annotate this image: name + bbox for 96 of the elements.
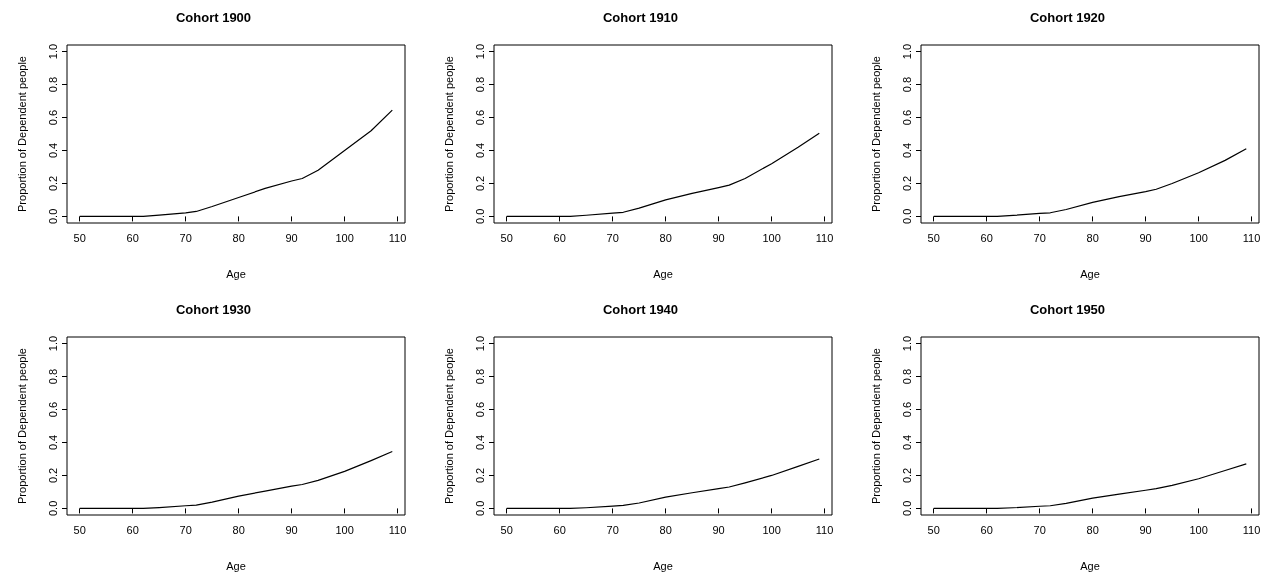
y-tick-label: 1.0: [900, 43, 913, 60]
y-tick-label: 1.0: [900, 335, 913, 352]
x-tick-label: 90: [1139, 523, 1152, 536]
x-tick-label: 90: [285, 523, 298, 536]
x-tick-label: 50: [927, 231, 940, 244]
x-tick-label: 100: [335, 231, 354, 244]
x-tick-label: 100: [762, 231, 781, 244]
x-axis-title: Age: [1080, 267, 1100, 280]
x-tick-label: 80: [659, 231, 672, 244]
x-tick-label: 100: [1189, 523, 1208, 536]
y-tick-label: 0.2: [46, 175, 59, 192]
x-tick-label: 60: [980, 523, 993, 536]
y-axis-title: Proportion of Dependent people: [15, 56, 28, 212]
x-tick-label: 80: [232, 523, 245, 536]
y-tick-label: 0.4: [900, 434, 913, 451]
x-tick-label: 80: [659, 523, 672, 536]
y-tick-label: 0.2: [473, 467, 486, 484]
x-tick-label: 70: [1033, 523, 1046, 536]
x-tick-label: 110: [388, 231, 407, 244]
y-axis-title: Proportion of Dependent people: [869, 348, 882, 504]
x-tick-label: 70: [606, 231, 619, 244]
y-tick-label: 0.0: [900, 500, 913, 517]
y-tick-label: 0.6: [473, 401, 486, 418]
y-tick-label: 0.4: [900, 142, 913, 159]
x-axis-title: Age: [653, 267, 673, 280]
x-tick-label: 50: [927, 523, 940, 536]
y-tick-label: 0.8: [473, 368, 486, 385]
y-tick-label: 1.0: [46, 43, 59, 60]
y-tick-label: 0.0: [473, 208, 486, 225]
x-tick-label: 80: [1086, 231, 1099, 244]
y-tick-label: 0.6: [46, 401, 59, 418]
x-axis-title: Age: [1080, 559, 1100, 572]
chart-title: Cohort 1930: [175, 302, 252, 317]
y-tick-label: 0.6: [473, 109, 486, 126]
x-tick-label: 110: [815, 231, 834, 244]
y-tick-label: 0.8: [900, 76, 913, 93]
y-tick-label: 0.4: [473, 142, 486, 159]
x-axis-title: Age: [226, 559, 246, 572]
x-tick-label: 110: [1242, 231, 1261, 244]
x-tick-label: 70: [179, 523, 192, 536]
y-tick-label: 0.0: [46, 208, 59, 225]
x-tick-label: 90: [712, 231, 725, 244]
x-tick-label: 110: [815, 523, 834, 536]
y-tick-label: 0.2: [900, 467, 913, 484]
x-tick-label: 110: [388, 523, 407, 536]
x-tick-label: 70: [1033, 231, 1046, 244]
y-tick-label: 0.6: [900, 109, 913, 126]
y-tick-label: 0.0: [473, 500, 486, 517]
y-tick-label: 1.0: [473, 43, 486, 60]
x-axis-title: Age: [226, 267, 246, 280]
x-tick-label: 80: [232, 231, 245, 244]
chart-title: Cohort 1920: [1029, 10, 1106, 25]
y-tick-label: 0.8: [900, 368, 913, 385]
y-tick-label: 0.0: [46, 500, 59, 517]
y-tick-label: 0.2: [473, 175, 486, 192]
x-tick-label: 90: [285, 231, 298, 244]
x-tick-label: 60: [126, 231, 139, 244]
y-axis-title: Proportion of Dependent people: [15, 348, 28, 504]
chart-title: Cohort 1910: [602, 10, 679, 25]
x-tick-label: 60: [553, 523, 566, 536]
x-tick-label: 100: [335, 523, 354, 536]
y-tick-label: 0.8: [46, 76, 59, 93]
y-tick-label: 0.2: [900, 175, 913, 192]
y-axis-title: Proportion of Dependent people: [442, 348, 455, 504]
y-tick-label: 0.6: [900, 401, 913, 418]
y-tick-label: 0.8: [46, 368, 59, 385]
y-tick-label: 0.6: [46, 109, 59, 126]
x-tick-label: 90: [1139, 231, 1152, 244]
y-axis-title: Proportion of Dependent people: [869, 56, 882, 212]
x-tick-label: 110: [1242, 523, 1261, 536]
y-tick-label: 0.4: [46, 434, 59, 451]
y-axis-title: Proportion of Dependent people: [442, 56, 455, 212]
chart-title: Cohort 1900: [175, 10, 252, 25]
y-tick-label: 1.0: [473, 335, 486, 352]
y-tick-label: 0.4: [46, 142, 59, 159]
x-tick-label: 50: [500, 523, 513, 536]
x-tick-label: 50: [73, 231, 86, 244]
x-tick-label: 70: [179, 231, 192, 244]
x-tick-label: 100: [762, 523, 781, 536]
x-tick-label: 60: [553, 231, 566, 244]
x-axis-title: Age: [653, 559, 673, 572]
x-tick-label: 50: [500, 231, 513, 244]
y-tick-label: 1.0: [46, 335, 59, 352]
x-tick-label: 60: [126, 523, 139, 536]
chart-title: Cohort 1940: [602, 302, 679, 317]
x-tick-label: 50: [73, 523, 86, 536]
x-tick-label: 100: [1189, 231, 1208, 244]
x-tick-label: 70: [606, 523, 619, 536]
y-tick-label: 0.4: [473, 434, 486, 451]
x-tick-label: 80: [1086, 523, 1099, 536]
x-tick-label: 90: [712, 523, 725, 536]
y-tick-label: 0.2: [46, 467, 59, 484]
y-tick-label: 0.0: [900, 208, 913, 225]
x-tick-label: 60: [980, 231, 993, 244]
y-tick-label: 0.8: [473, 76, 486, 93]
chart-title: Cohort 1950: [1029, 302, 1106, 317]
